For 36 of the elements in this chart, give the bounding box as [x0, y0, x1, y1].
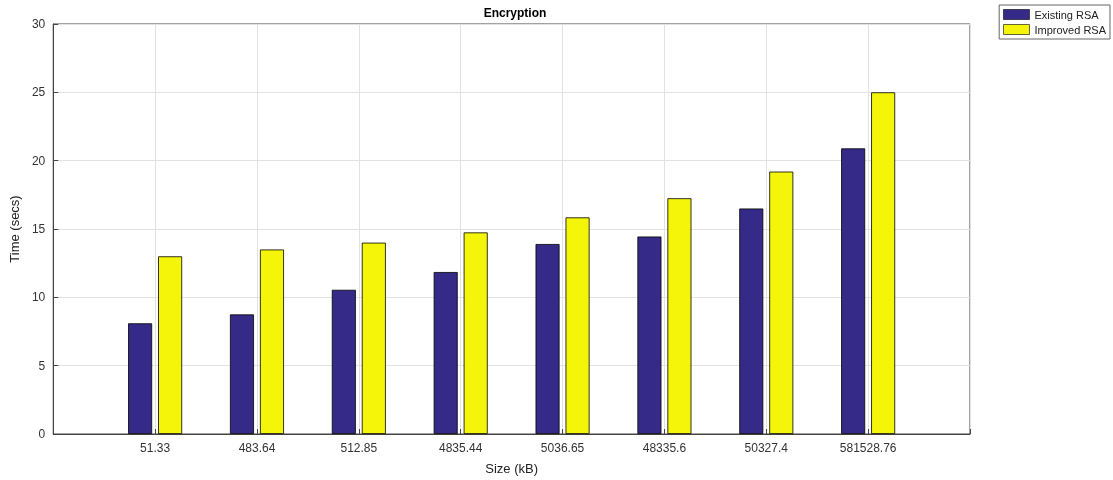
x-tick-label: 48335.6 — [642, 441, 687, 455]
x-tick-label: 483.64 — [238, 441, 276, 455]
legend-label: Existing RSA — [1034, 8, 1100, 21]
y-tick-label: 0 — [38, 427, 46, 441]
legend-label: Improved RSA — [1034, 23, 1107, 36]
y-tick-label: 25 — [31, 85, 46, 100]
bar — [259, 249, 284, 434]
x-tick-label: 4835.44 — [439, 441, 483, 455]
y-tick-label: 20 — [31, 153, 46, 168]
x-tick-label: 51.33 — [140, 441, 171, 455]
x-tick-label: 5036.65 — [540, 441, 585, 455]
bar — [331, 289, 356, 434]
bar — [128, 323, 153, 434]
bar — [871, 92, 896, 434]
y-axis-title: Time (secs) — [7, 195, 22, 263]
bar — [535, 244, 560, 434]
bar — [463, 232, 488, 434]
y-tick-label: 30 — [31, 17, 46, 31]
bar — [667, 198, 692, 434]
bar — [433, 272, 458, 434]
bar — [637, 236, 662, 434]
bar — [158, 256, 183, 434]
bar — [361, 242, 386, 434]
y-tick-label: 15 — [31, 222, 46, 236]
x-tick-label: 50327.4 — [744, 441, 789, 455]
bar — [841, 148, 866, 434]
bar — [229, 314, 254, 434]
x-tick-label: 581528.76 — [839, 441, 897, 455]
x-axis-title: Size (kB) — [485, 461, 538, 476]
bar — [565, 217, 590, 434]
bar — [769, 171, 794, 434]
bar — [739, 208, 764, 434]
y-tick-label: 10 — [31, 290, 46, 305]
y-tick-label: 5 — [38, 358, 46, 373]
x-tick-label: 512.85 — [340, 441, 378, 455]
chart-title: Encryption — [483, 6, 547, 20]
